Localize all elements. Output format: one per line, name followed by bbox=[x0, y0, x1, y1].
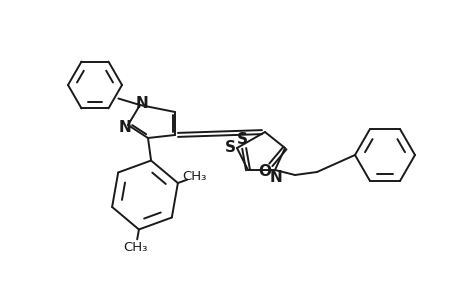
Text: O: O bbox=[258, 164, 271, 179]
Text: S: S bbox=[236, 132, 247, 147]
Text: CH₃: CH₃ bbox=[182, 170, 207, 183]
Text: N: N bbox=[118, 119, 131, 134]
Text: S: S bbox=[224, 140, 235, 154]
Text: CH₃: CH₃ bbox=[123, 241, 148, 254]
Text: N: N bbox=[269, 170, 282, 185]
Text: N: N bbox=[135, 95, 148, 110]
